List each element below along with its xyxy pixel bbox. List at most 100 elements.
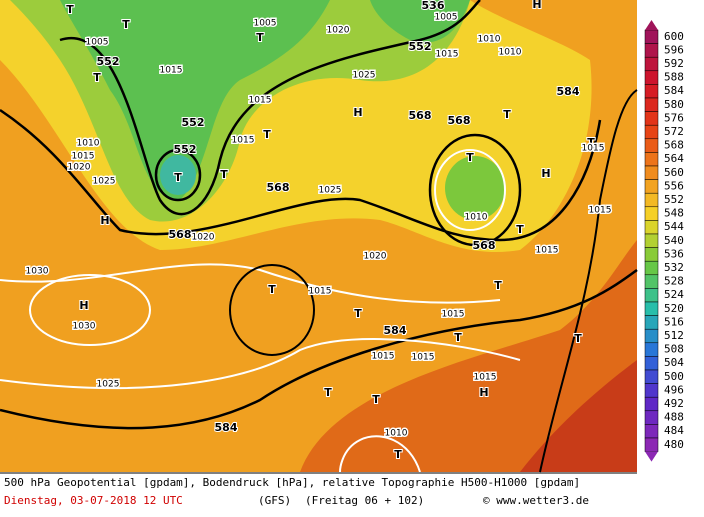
map-label: T <box>372 393 380 406</box>
scale-label: 548 <box>664 207 684 220</box>
scale-label: 484 <box>664 424 684 437</box>
map-label: 1015 <box>309 287 332 297</box>
scale-swatch <box>644 152 659 167</box>
map-label: 1015 <box>249 96 272 106</box>
map-label: T <box>354 307 362 320</box>
scale-swatch <box>644 138 659 153</box>
scale-label: 520 <box>664 302 684 315</box>
scale-label: 540 <box>664 234 684 247</box>
scale-swatch <box>644 111 659 126</box>
map-label: 568 <box>267 181 290 194</box>
map-label: H <box>79 299 88 312</box>
map-label: 536 <box>422 0 445 12</box>
map-label: T <box>174 171 182 184</box>
scale-label: 516 <box>664 315 684 328</box>
scale-swatch <box>644 369 659 384</box>
scale-arrow-top <box>645 20 658 30</box>
scale-label: 488 <box>664 411 684 424</box>
scale-label: 512 <box>664 329 684 342</box>
map-label: 1015 <box>412 353 435 363</box>
map-label: 1015 <box>536 246 559 256</box>
scale-swatch <box>644 56 659 72</box>
scale-label: 528 <box>664 275 684 288</box>
scale-swatch <box>644 260 659 276</box>
scale-label: 600 <box>664 30 684 43</box>
map-label: 568 <box>473 239 496 252</box>
scale-swatch <box>644 220 659 235</box>
scale-swatch <box>644 274 659 289</box>
map-label: H <box>100 214 109 227</box>
scale-swatch <box>644 247 659 262</box>
scale-label: 536 <box>664 247 684 260</box>
map-label: T <box>268 283 276 296</box>
map-label: 1005 <box>86 38 109 48</box>
map-label: T <box>263 128 271 141</box>
scale-label: 524 <box>664 288 684 301</box>
map-label: 1010 <box>465 213 488 223</box>
map-label: 552 <box>174 143 197 156</box>
map-label: 568 <box>409 109 432 122</box>
scale-swatch <box>644 179 659 194</box>
map-label: 584 <box>215 421 238 434</box>
scale-swatch <box>644 288 659 303</box>
map-label: T <box>516 223 524 236</box>
map-label: T <box>122 18 130 31</box>
map-label: 1010 <box>478 35 501 45</box>
scale-label: 588 <box>664 71 684 84</box>
footer-credit: © www.wetter3.de <box>483 494 589 507</box>
scale-label: 508 <box>664 343 684 356</box>
map-label: 1010 <box>77 139 100 149</box>
scale-label: 532 <box>664 261 684 274</box>
scale-label: 552 <box>664 193 684 206</box>
map-area <box>0 0 638 473</box>
map-label: 1015 <box>442 310 465 320</box>
footer-run: (Freitag 06 + 102) <box>305 494 424 507</box>
scale-label: 568 <box>664 139 684 152</box>
scale-swatch <box>644 301 659 316</box>
map-label: 1030 <box>26 267 49 277</box>
map-label: 552 <box>409 40 432 53</box>
map-label: 1025 <box>353 71 376 81</box>
map-label: 1010 <box>385 429 408 439</box>
scale-swatch <box>644 383 659 398</box>
footer-model: (GFS) <box>258 494 291 507</box>
scale-swatch <box>644 356 659 371</box>
scale-swatch <box>644 424 659 439</box>
map-label: H <box>479 386 488 399</box>
map-label: T <box>220 168 228 181</box>
scale-swatch <box>644 124 659 140</box>
scale-label: 564 <box>664 152 684 165</box>
map-label: 1030 <box>73 322 96 332</box>
color-scale: 6005965925885845805765725685645605565525… <box>644 20 684 462</box>
scale-swatch <box>644 70 659 85</box>
map-label: 1015 <box>72 152 95 162</box>
map-label: 1015 <box>372 352 395 362</box>
map-label: 1025 <box>93 177 116 187</box>
scale-swatch <box>644 165 659 180</box>
scale-swatch <box>644 342 659 357</box>
scale-label: 576 <box>664 111 684 124</box>
map-label: 1010 <box>499 48 522 58</box>
scale-swatch <box>644 84 659 99</box>
scale-label: 580 <box>664 98 684 111</box>
map-label: 1020 <box>68 163 91 173</box>
map-label: 584 <box>557 85 580 98</box>
map-label: T <box>454 331 462 344</box>
scale-swatch <box>644 233 659 248</box>
map-label: T <box>466 151 474 164</box>
map-label: 1015 <box>589 206 612 216</box>
map-label: 1005 <box>254 19 277 29</box>
map-label: 1020 <box>327 26 350 36</box>
map-label: 1015 <box>436 50 459 60</box>
scale-label: 492 <box>664 397 684 410</box>
scale-label: 500 <box>664 370 684 383</box>
map-label: 1015 <box>474 373 497 383</box>
scale-swatch <box>644 29 659 44</box>
map-label: T <box>93 71 101 84</box>
map-label: T <box>587 136 595 149</box>
map-label: T <box>574 332 582 345</box>
scale-swatch <box>644 206 659 221</box>
scale-arrow-bottom <box>645 451 658 462</box>
